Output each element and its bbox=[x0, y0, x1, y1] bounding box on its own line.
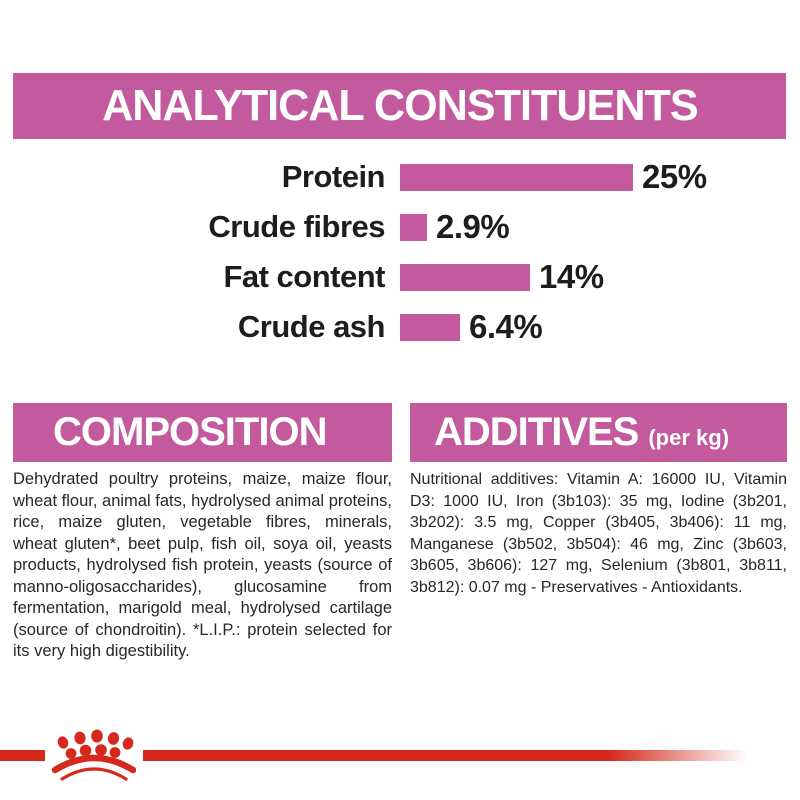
chart-value-label: 25% bbox=[642, 158, 707, 195]
chart-row: Fat content 14% bbox=[0, 252, 800, 302]
chart-bar bbox=[400, 263, 530, 291]
chart-row: Crude fibres 2.9% bbox=[0, 202, 800, 252]
chart-category-label: Fat content bbox=[223, 259, 385, 294]
chart-bar bbox=[400, 313, 460, 341]
royal-canin-crown-icon bbox=[51, 729, 136, 781]
composition-section: COMPOSITION Dehydrated poultry proteins,… bbox=[13, 403, 392, 663]
composition-text: Dehydrated poultry proteins, maize, maiz… bbox=[13, 470, 392, 660]
chart-bar bbox=[400, 163, 633, 191]
chart-value-label: 14% bbox=[539, 258, 604, 295]
additives-text: Nutritional additives: Vitamin A: 16000 … bbox=[410, 471, 787, 596]
chart-category-label: Crude ash bbox=[237, 309, 386, 344]
chart-bar bbox=[400, 213, 427, 241]
chart-value-label: 2.9% bbox=[436, 208, 510, 245]
composition-banner: COMPOSITION bbox=[13, 403, 392, 462]
additives-banner: ADDITIVES (per kg) bbox=[410, 403, 787, 462]
footer-rule-left bbox=[0, 750, 45, 761]
chart-category-label: Crude fibres bbox=[208, 209, 385, 244]
chart-category-label: Protein bbox=[281, 159, 386, 194]
composition-title: COMPOSITION bbox=[53, 410, 327, 454]
chart-value-label: 6.4% bbox=[469, 308, 543, 345]
analytical-constituents-banner: ANALYTICAL CONSTITUENTS bbox=[13, 73, 786, 139]
analytical-constituents-chart: Protein 25% Crude fibres 2.9% Fat content 14%… bbox=[0, 152, 800, 352]
analytical-constituents-title: ANALYTICAL CONSTITUENTS bbox=[101, 81, 699, 130]
footer-rule-right bbox=[143, 750, 800, 761]
additives-title: ADDITIVES bbox=[434, 410, 639, 454]
additives-section: ADDITIVES (per kg) Nutritional additives… bbox=[410, 403, 787, 598]
chart-row: Protein 25% bbox=[0, 152, 800, 202]
additives-title-suffix: (per kg) bbox=[648, 424, 730, 450]
chart-row: Crude ash 6.4% bbox=[0, 302, 800, 352]
